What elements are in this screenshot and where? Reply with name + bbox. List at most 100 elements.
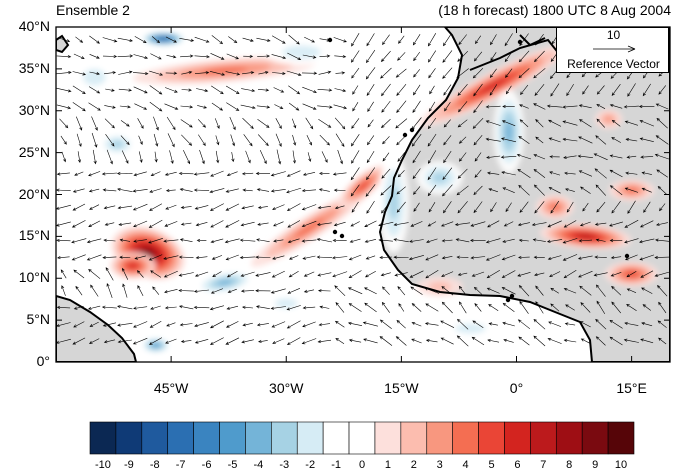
wind-vector bbox=[180, 105, 194, 109]
wind-vector bbox=[165, 188, 176, 193]
wind-vector bbox=[215, 150, 220, 164]
wind-vector bbox=[396, 84, 407, 96]
colorbar-tick-label: -2 bbox=[305, 459, 316, 471]
wind-vector bbox=[316, 238, 333, 243]
wind-vector bbox=[179, 38, 195, 42]
reference-vector-title: Reference Vector bbox=[567, 57, 660, 71]
wind-vector bbox=[348, 270, 362, 279]
wind-vector bbox=[288, 255, 299, 260]
wind-vector bbox=[656, 117, 668, 129]
wind-vector bbox=[334, 88, 347, 93]
wind-vector bbox=[578, 104, 592, 109]
wind-vector bbox=[73, 53, 85, 59]
longitude-label: 45°W bbox=[153, 380, 189, 396]
wind-vector bbox=[549, 271, 561, 277]
wind-vector bbox=[624, 238, 639, 244]
wind-vector bbox=[533, 255, 545, 259]
wind-vector bbox=[335, 133, 345, 147]
colorbar-swatch bbox=[504, 421, 531, 455]
wind-vector bbox=[132, 189, 148, 193]
colorbar-swatch bbox=[555, 421, 583, 455]
wind-vector bbox=[271, 35, 286, 44]
wind-vector bbox=[334, 55, 347, 59]
wind-vector bbox=[101, 305, 117, 309]
wind-vector bbox=[292, 118, 297, 129]
anomaly-contour bbox=[504, 121, 513, 143]
wind-vector bbox=[654, 153, 670, 160]
wind-vector bbox=[411, 117, 422, 130]
colorbar-swatch bbox=[374, 421, 402, 455]
latitude-label: 15°N bbox=[18, 227, 50, 244]
colorbar-tick-label: -6 bbox=[201, 459, 212, 471]
wind-vector bbox=[105, 267, 114, 281]
wind-vector bbox=[519, 119, 529, 128]
wind-vector bbox=[456, 185, 469, 196]
wind-vector bbox=[457, 119, 468, 128]
wind-vector bbox=[136, 270, 144, 278]
wind-vector bbox=[623, 338, 639, 343]
wind-vector bbox=[229, 116, 236, 131]
wind-vector bbox=[288, 102, 300, 111]
wind-vector bbox=[211, 255, 223, 260]
wind-vector bbox=[624, 254, 638, 261]
wind-vector bbox=[183, 149, 190, 165]
wind-vector bbox=[626, 155, 637, 159]
wind-vector bbox=[89, 321, 99, 327]
wind-vector bbox=[316, 255, 333, 259]
wind-vector bbox=[255, 305, 270, 309]
wind-vector bbox=[366, 33, 375, 47]
wind-vector bbox=[366, 150, 375, 164]
wind-vector bbox=[180, 54, 194, 58]
wind-vector bbox=[609, 169, 623, 178]
wind-vector bbox=[548, 137, 561, 143]
wind-vector bbox=[424, 322, 439, 326]
wind-vector bbox=[565, 304, 575, 311]
wind-vector bbox=[533, 318, 546, 330]
wind-vector bbox=[366, 167, 376, 181]
wind-vector bbox=[517, 169, 531, 178]
wind-vector bbox=[122, 283, 128, 298]
wind-vector bbox=[164, 221, 178, 227]
wind-vector bbox=[273, 87, 285, 93]
wind-vector bbox=[56, 55, 72, 59]
wind-vector bbox=[197, 105, 208, 109]
wind-vector bbox=[362, 321, 378, 327]
colorbar-tick-label: -4 bbox=[253, 459, 264, 471]
wind-vector bbox=[317, 105, 333, 109]
wind-vector bbox=[332, 256, 348, 260]
wind-vector bbox=[163, 255, 179, 260]
wind-vector bbox=[178, 305, 194, 310]
wind-vector bbox=[364, 302, 377, 313]
wind-vector bbox=[224, 238, 240, 244]
wind-vector bbox=[332, 271, 348, 278]
wind-vector bbox=[72, 85, 86, 95]
wind-vector bbox=[397, 52, 406, 61]
wind-vector bbox=[411, 303, 422, 312]
wind-vector bbox=[351, 118, 360, 129]
wind-vector bbox=[488, 304, 499, 311]
wind-vector bbox=[103, 238, 116, 242]
wind-vector bbox=[231, 152, 235, 163]
wind-vector bbox=[458, 301, 467, 314]
wind-vector bbox=[413, 84, 421, 96]
wind-vector bbox=[413, 51, 421, 62]
wind-vector bbox=[641, 171, 652, 175]
wind-vector bbox=[350, 184, 360, 197]
wind-vector bbox=[133, 239, 147, 243]
wind-vector bbox=[272, 338, 285, 344]
wind-vector bbox=[578, 170, 593, 177]
coast-line bbox=[56, 34, 70, 54]
wind-vector bbox=[563, 220, 577, 228]
wind-vector bbox=[379, 319, 392, 329]
anomaly-contour bbox=[432, 172, 448, 184]
wind-vector bbox=[624, 219, 639, 228]
wind-vector bbox=[534, 272, 545, 277]
wind-vector bbox=[501, 287, 516, 295]
wind-vector bbox=[239, 256, 256, 260]
wind-vector bbox=[594, 255, 607, 259]
wind-vector bbox=[240, 289, 255, 293]
wind-vector bbox=[394, 272, 408, 277]
colorbar-swatch bbox=[271, 421, 298, 455]
wind-vector bbox=[456, 68, 469, 79]
wind-vector bbox=[195, 222, 208, 227]
